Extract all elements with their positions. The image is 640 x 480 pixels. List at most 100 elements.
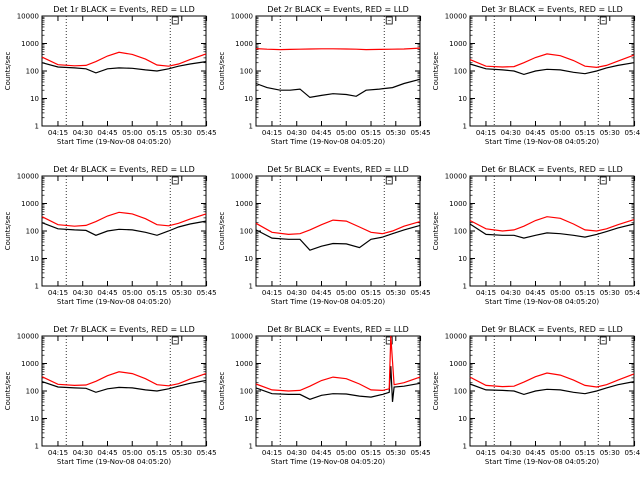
- x-tick-label: 04:30: [73, 289, 93, 297]
- y-tick-label: 10000: [231, 13, 253, 21]
- y-tick-label: 1: [249, 443, 253, 451]
- series-line-lld: [41, 371, 207, 387]
- x-axis-label: Start Time (19-Nov-08 04:05:20): [57, 298, 171, 306]
- x-tick-label: 05:00: [336, 289, 356, 297]
- x-axis-label: Start Time (19-Nov-08 04:05:20): [485, 458, 599, 466]
- y-tick-label: 1000: [235, 360, 253, 368]
- y-axis-label: Counts/sec: [4, 372, 12, 411]
- y-tick-label: 10: [244, 95, 253, 103]
- e-marker-box: [385, 336, 393, 345]
- y-tick-label: 100: [26, 68, 39, 76]
- chart-panel-2: Det 2r BLACK = Events, RED = LLD 1 10 100 10…: [218, 5, 431, 146]
- series-line-lld: [255, 335, 421, 392]
- y-tick-label: 10000: [445, 173, 467, 181]
- e-marker-box: [171, 176, 179, 185]
- y-tick-label: 10: [30, 415, 39, 423]
- chart-panel-3: Det 3r BLACK = Events, RED = LLD 1 10 100 10…: [432, 5, 640, 146]
- y-axis-label: Counts/sec: [432, 212, 440, 251]
- x-tick-label: 05:00: [550, 449, 570, 457]
- x-tick-label: 04:30: [501, 289, 521, 297]
- x-tick-label: 04:30: [287, 449, 307, 457]
- y-tick-label: 10: [244, 255, 253, 263]
- x-tick-label: 05:30: [386, 129, 406, 137]
- y-tick-label: 1000: [449, 200, 467, 208]
- x-tick-label: 05:15: [361, 129, 381, 137]
- x-tick-label: 04:15: [262, 449, 282, 457]
- y-axis-label: Counts/sec: [218, 212, 226, 251]
- y-tick-label: 1000: [21, 360, 39, 368]
- y-axis-label: Counts/sec: [218, 52, 226, 91]
- x-tick-label: 04:15: [48, 449, 68, 457]
- x-tick-label: 04:45: [311, 289, 331, 297]
- x-tick-label: 05:15: [575, 289, 595, 297]
- x-tick-label: 04:45: [525, 449, 545, 457]
- panel-title: Det 6r BLACK = Events, RED = LLD: [481, 165, 623, 174]
- e-marker-box: [171, 336, 179, 345]
- e-marker-box: [171, 16, 179, 25]
- x-tick-label: 05:45: [410, 449, 430, 457]
- x-tick-label: 04:15: [262, 289, 282, 297]
- x-tick-label: 05:45: [410, 289, 430, 297]
- x-tick-label: 05:15: [147, 129, 167, 137]
- x-axis-label: Start Time (19-Nov-08 04:05:20): [271, 298, 385, 306]
- x-tick-label: 05:15: [361, 289, 381, 297]
- series-line-lld: [255, 47, 421, 51]
- x-tick-label: 04:30: [287, 289, 307, 297]
- x-tick-label: 05:00: [122, 129, 142, 137]
- series-line-events: [255, 224, 421, 251]
- y-tick-label: 1: [463, 283, 467, 291]
- y-tick-label: 1000: [449, 360, 467, 368]
- series-line-lld: [41, 51, 207, 67]
- x-tick-label: 05:00: [336, 449, 356, 457]
- x-tick-label: 05:45: [196, 289, 216, 297]
- x-tick-label: 04:30: [73, 449, 93, 457]
- panel-title: Det 4r BLACK = Events, RED = LLD: [53, 165, 195, 174]
- x-tick-label: 05:15: [147, 289, 167, 297]
- y-tick-label: 10: [30, 95, 39, 103]
- y-tick-label: 1: [463, 123, 467, 131]
- y-tick-label: 10: [458, 415, 467, 423]
- x-tick-label: 05:30: [600, 289, 620, 297]
- x-tick-label: 04:15: [476, 449, 496, 457]
- series-line-events: [255, 366, 421, 402]
- y-tick-label: 1000: [449, 40, 467, 48]
- e-marker-box: [599, 176, 607, 185]
- y-axis-label: Counts/sec: [432, 372, 440, 411]
- y-tick-label: 10000: [231, 333, 253, 341]
- x-tick-label: 04:45: [97, 449, 117, 457]
- x-tick-label: 05:00: [122, 289, 142, 297]
- x-tick-label: 05:15: [361, 449, 381, 457]
- y-tick-label: 1000: [21, 40, 39, 48]
- x-tick-label: 04:15: [476, 129, 496, 137]
- x-tick-label: 04:15: [48, 289, 68, 297]
- x-tick-label: 05:45: [624, 289, 640, 297]
- y-tick-label: 100: [454, 388, 467, 396]
- series-line-lld: [41, 211, 207, 227]
- x-tick-label: 04:45: [525, 129, 545, 137]
- x-tick-label: 05:45: [196, 129, 216, 137]
- x-axis-label: Start Time (19-Nov-08 04:05:20): [485, 138, 599, 146]
- y-tick-label: 1: [35, 443, 39, 451]
- y-tick-label: 1000: [21, 200, 39, 208]
- y-tick-label: 100: [454, 68, 467, 76]
- x-tick-label: 04:45: [97, 289, 117, 297]
- series-line-lld: [469, 53, 635, 69]
- y-tick-label: 100: [26, 228, 39, 236]
- chart-panel-4: Det 4r BLACK = Events, RED = LLD 1 10 100 10…: [4, 165, 217, 306]
- y-tick-label: 10000: [445, 13, 467, 21]
- series-line-events: [469, 223, 635, 239]
- x-tick-label: 04:15: [476, 289, 496, 297]
- e-marker-box: [385, 16, 393, 25]
- e-marker-box: [385, 176, 393, 185]
- y-tick-label: 10: [30, 255, 39, 263]
- chart-panel-5: Det 5r BLACK = Events, RED = LLD 1 10 100 10…: [218, 165, 431, 306]
- y-tick-label: 1000: [235, 40, 253, 48]
- panel-title: Det 8r BLACK = Events, RED = LLD: [267, 325, 409, 334]
- x-tick-label: 04:45: [311, 129, 331, 137]
- x-tick-label: 04:45: [311, 449, 331, 457]
- x-tick-label: 04:30: [501, 129, 521, 137]
- x-tick-label: 04:30: [501, 449, 521, 457]
- y-axis-label: Counts/sec: [4, 52, 12, 91]
- x-tick-label: 05:15: [575, 129, 595, 137]
